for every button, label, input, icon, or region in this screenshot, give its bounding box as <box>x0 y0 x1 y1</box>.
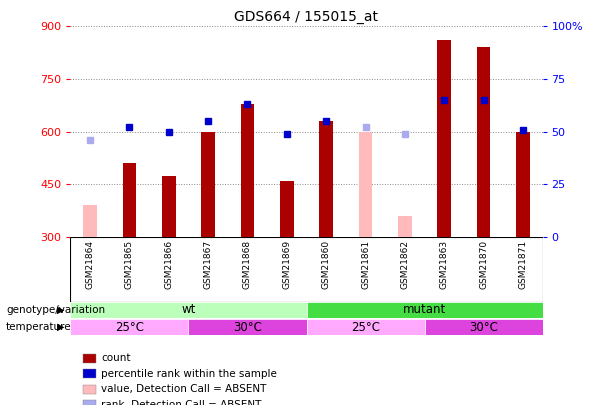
Text: ▶: ▶ <box>57 305 64 315</box>
Text: GSM21861: GSM21861 <box>361 240 370 289</box>
Text: GSM21871: GSM21871 <box>519 240 527 289</box>
Text: GSM21864: GSM21864 <box>86 240 94 289</box>
Text: GSM21869: GSM21869 <box>283 240 291 289</box>
Bar <box>70 319 189 335</box>
Bar <box>306 319 424 335</box>
Bar <box>516 132 530 237</box>
Text: rank, Detection Call = ABSENT: rank, Detection Call = ABSENT <box>101 400 262 405</box>
Text: 25°C: 25°C <box>351 321 380 334</box>
Bar <box>162 175 176 237</box>
Text: ▶: ▶ <box>57 322 64 332</box>
Text: GSM21867: GSM21867 <box>204 240 213 289</box>
Text: GSM21868: GSM21868 <box>243 240 252 289</box>
Text: GSM21863: GSM21863 <box>440 240 449 289</box>
Title: GDS664 / 155015_at: GDS664 / 155015_at <box>235 10 378 24</box>
Text: GSM21865: GSM21865 <box>125 240 134 289</box>
Bar <box>70 237 543 302</box>
Text: wt: wt <box>181 303 196 316</box>
Bar <box>424 319 543 335</box>
Bar <box>241 104 254 237</box>
Bar <box>319 121 333 237</box>
Text: temperature: temperature <box>6 322 72 332</box>
Text: 30°C: 30°C <box>469 321 498 334</box>
Bar <box>280 181 294 237</box>
Text: mutant: mutant <box>403 303 446 316</box>
Bar <box>437 40 451 237</box>
Bar <box>123 163 136 237</box>
Text: GSM21870: GSM21870 <box>479 240 488 289</box>
Text: percentile rank within the sample: percentile rank within the sample <box>101 369 277 379</box>
Bar <box>306 302 543 318</box>
Bar <box>477 47 490 237</box>
Text: GSM21862: GSM21862 <box>400 240 409 289</box>
Text: 30°C: 30°C <box>233 321 262 334</box>
Text: GSM21860: GSM21860 <box>322 240 330 289</box>
Bar <box>70 302 306 318</box>
Bar <box>189 319 306 335</box>
Text: count: count <box>101 354 131 363</box>
Text: genotype/variation: genotype/variation <box>6 305 105 315</box>
Bar <box>201 132 215 237</box>
Text: value, Detection Call = ABSENT: value, Detection Call = ABSENT <box>101 384 267 394</box>
Text: 25°C: 25°C <box>115 321 144 334</box>
Text: GSM21866: GSM21866 <box>164 240 173 289</box>
Bar <box>359 132 372 237</box>
Bar <box>398 216 412 237</box>
Bar <box>83 205 97 237</box>
